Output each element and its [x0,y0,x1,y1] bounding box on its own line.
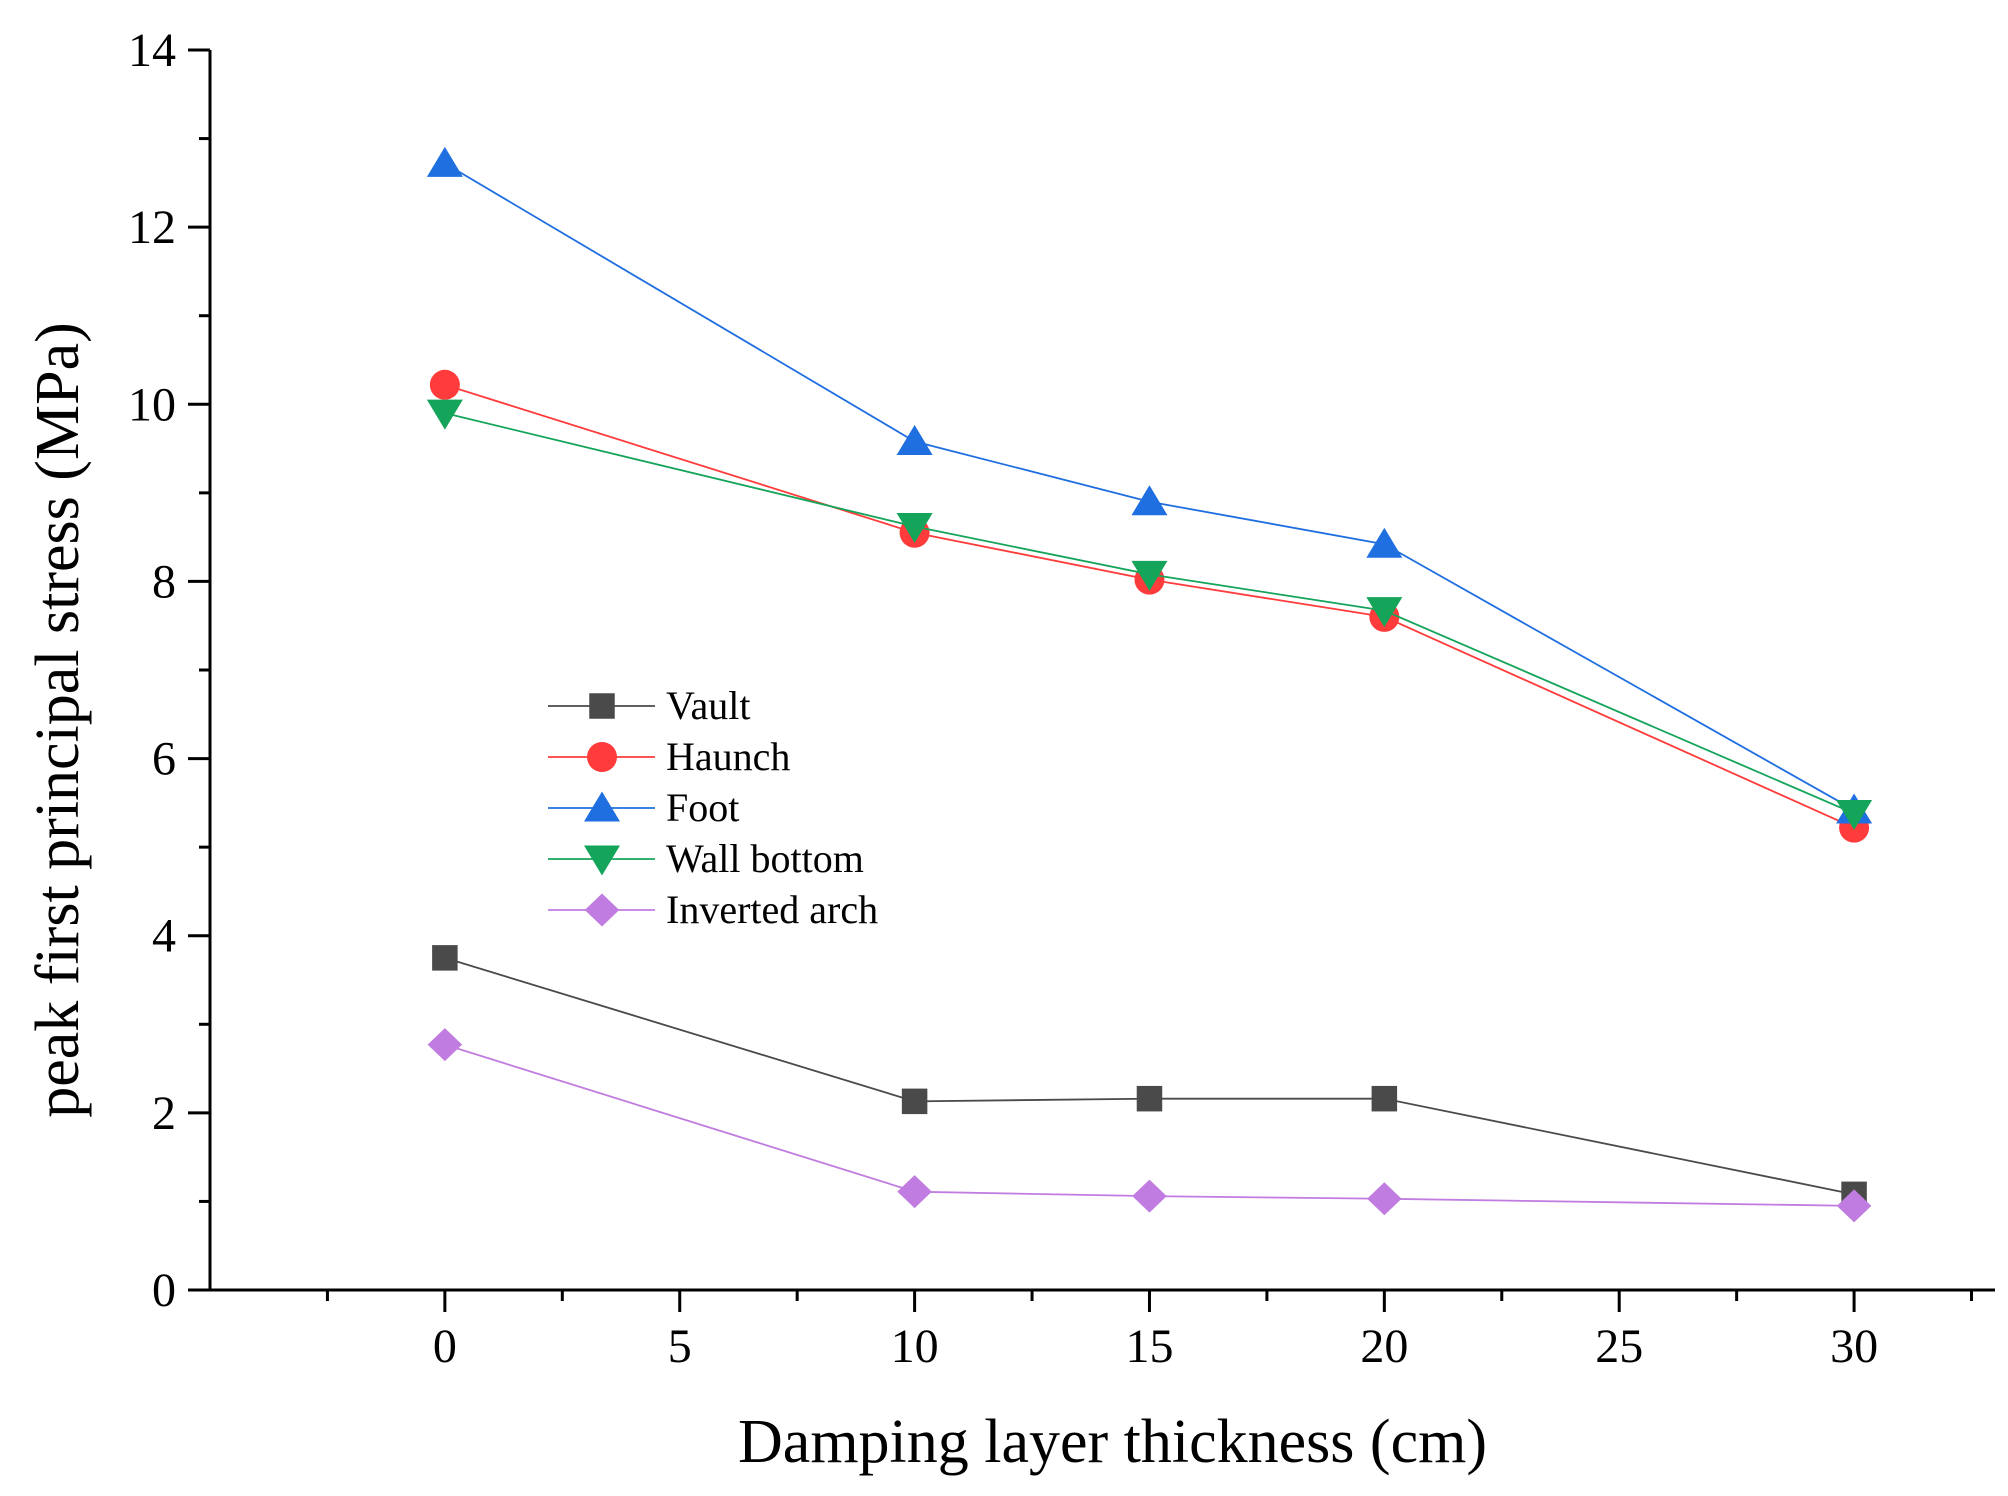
y-tick-label: 0 [152,1264,176,1317]
y-tick-label: 14 [128,24,176,77]
legend-marker [587,742,617,772]
x-tick-label: 10 [891,1320,939,1373]
y-tick-label: 6 [152,733,176,786]
series-haunch [429,369,1870,843]
x-tick-label: 25 [1595,1320,1643,1373]
data-point [1136,1085,1163,1112]
series-foot [426,146,1873,824]
y-tick-label: 10 [128,378,176,431]
data-point [1836,799,1873,830]
legend-item: Wall bottom [548,836,864,881]
data-point [1132,1179,1167,1213]
y-tick-label: 8 [152,555,176,608]
legend-item: Vault [548,683,750,728]
x-tick-label: 5 [668,1320,692,1373]
x-tick-label: 30 [1830,1320,1878,1373]
legend-item: Foot [548,785,739,830]
data-point [1367,1182,1402,1216]
data-point [896,424,933,455]
legend-marker [589,693,615,719]
data-point [897,1175,932,1209]
data-point [1371,1085,1398,1112]
data-point [429,369,460,400]
data-point [426,399,463,430]
legend-item: Haunch [548,734,790,779]
data-point [1366,597,1403,628]
legend-item: Inverted arch [548,887,878,932]
data-point [1131,485,1168,516]
plot-area [426,146,1873,1223]
legend-label: Vault [666,683,750,728]
x-axis-title: Damping layer thickness (cm) [738,1408,1487,1476]
series-wall-bottom [426,399,1873,830]
data-point [901,1088,928,1115]
y-tick-label: 2 [152,1087,176,1140]
legend: Vault Haunch Foot Wall bottom Inverted arch [548,683,878,932]
legend-marker [584,893,620,927]
legend-label: Foot [666,785,739,830]
x-tick-label: 15 [1125,1320,1173,1373]
x-tick-label: 20 [1360,1320,1408,1373]
data-point [427,1028,463,1062]
legend-label: Haunch [666,734,790,779]
data-point [1836,1189,1872,1223]
axes: 0 2 4 6 8 10 12 14 0 5 10 15 20 25 30 [128,24,1995,1373]
legend-marker [584,791,620,822]
legend-label: Wall bottom [666,836,864,881]
y-axis-title: peak first principal stress (MPa) [24,322,92,1117]
legend-label: Inverted arch [666,887,878,932]
x-tick-label: 0 [433,1320,457,1373]
series-line [444,383,1855,829]
data-point [1366,527,1403,558]
y-tick-label: 12 [128,201,176,254]
data-point [896,513,933,544]
data-point [1131,560,1168,591]
series-line [444,956,1855,1196]
series-vault [432,945,1867,1208]
y-tick-label: 4 [152,910,176,963]
series-line [444,412,1855,815]
data-point [432,945,458,971]
data-point [426,146,463,177]
legend-marker [584,845,620,876]
series-inverted-arch [427,1028,1872,1223]
